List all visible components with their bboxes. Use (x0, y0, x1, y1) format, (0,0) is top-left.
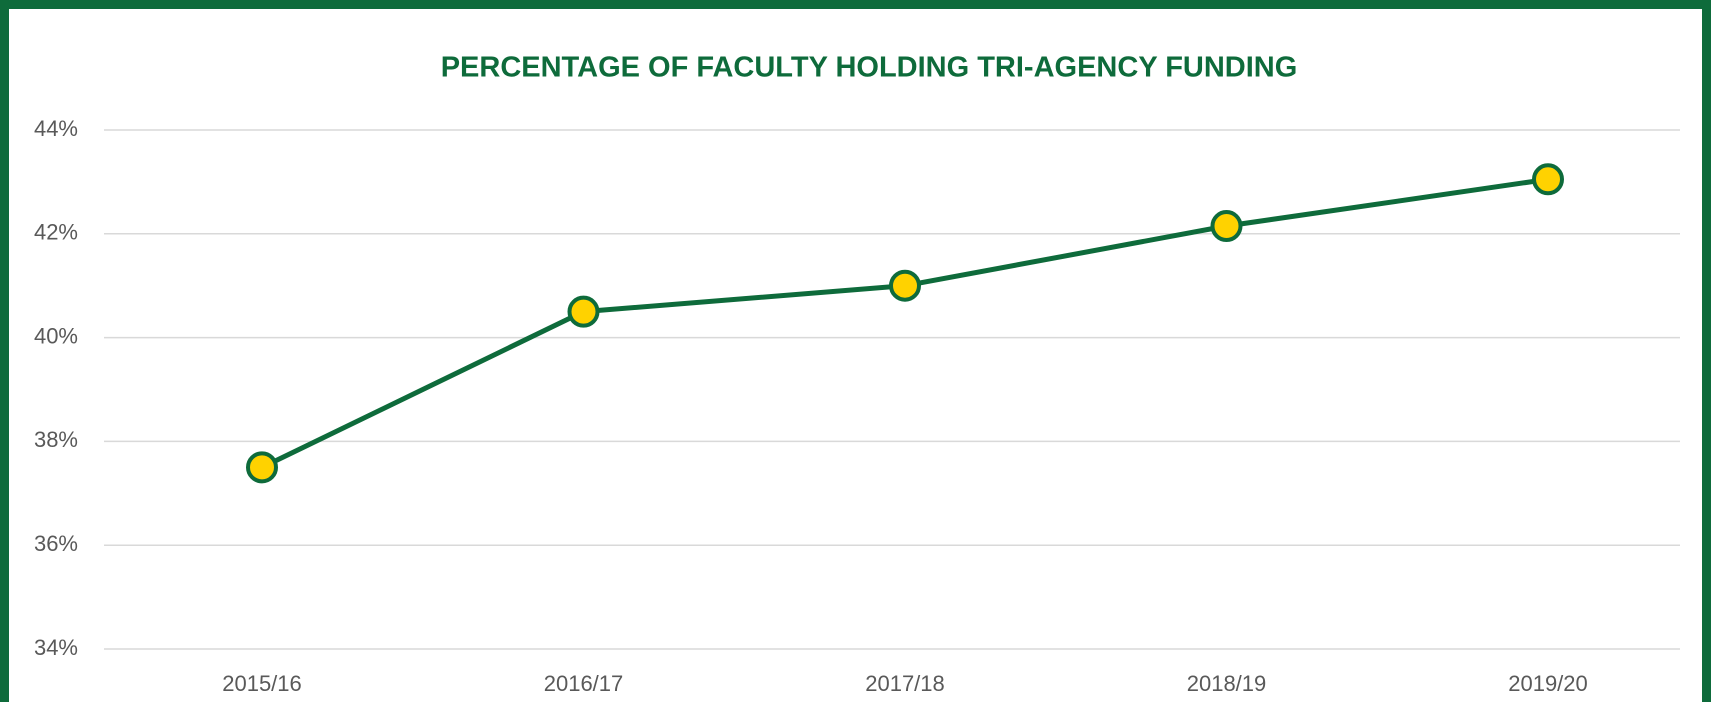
chart-background (9, 9, 1702, 702)
x-tick-label: 2017/18 (865, 671, 945, 696)
y-tick-label: 36% (34, 531, 78, 556)
data-point (567, 295, 600, 328)
data-point (889, 269, 921, 302)
data-point (1532, 163, 1564, 196)
chart-title: PERCENTAGE OF FACULTY HOLDING TRI-AGENCY… (441, 52, 1298, 84)
y-tick-label: 42% (34, 220, 78, 245)
y-tick-label: 44% (34, 116, 78, 141)
x-tick-label: 2019/20 (1508, 671, 1588, 696)
y-tick-label: 40% (34, 323, 78, 348)
data-point (246, 451, 278, 484)
x-tick-label: 2016/17 (544, 671, 624, 696)
data-point (1210, 210, 1243, 243)
y-tick-label: 38% (34, 427, 78, 452)
y-tick-label: 34% (34, 635, 78, 660)
x-tick-label: 2015/16 (222, 671, 302, 696)
x-tick-label: 2018/19 (1187, 671, 1267, 696)
